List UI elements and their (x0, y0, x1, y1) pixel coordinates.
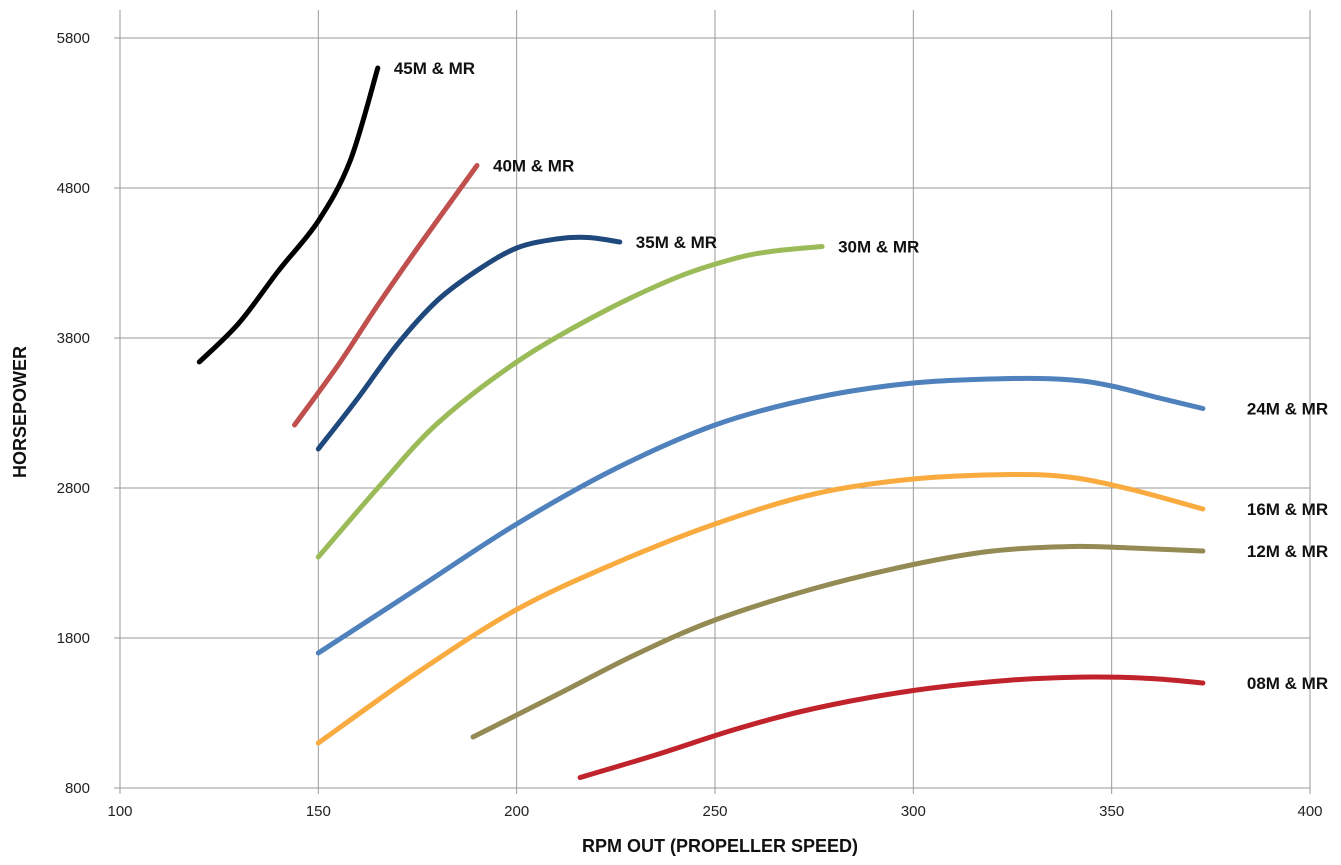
series-line-35m-mr (315, 234, 623, 452)
series-line-24m-mr (315, 375, 1206, 656)
y-tick-label: 5800 (57, 30, 90, 47)
y-tick-label: 2800 (57, 480, 90, 497)
series-lines (196, 65, 1206, 780)
series-label-45m-mr: 45M & MR (394, 59, 475, 78)
series-line-40m-mr (292, 163, 480, 428)
series-line-30m-mr (315, 244, 825, 560)
x-tick-label: 400 (1297, 803, 1322, 820)
x-tick-label: 100 (107, 803, 132, 820)
series-label-12m-mr: 12M & MR (1247, 542, 1328, 561)
series-line-16m-mr (315, 471, 1206, 746)
x-tick-label: 200 (504, 803, 529, 820)
series-label-40m-mr: 40M & MR (493, 157, 574, 176)
series-label-35m-mr: 35M & MR (636, 233, 717, 252)
y-tick-label: 1800 (57, 630, 90, 647)
series-labels: 45M & MR 40M & MR 35M & MR 30M & MR 24M & MR… (394, 59, 1328, 693)
series-label-24m-mr: 24M & MR (1247, 400, 1328, 419)
series-line-12m-mr (470, 543, 1206, 740)
grid (114, 10, 1311, 794)
axes: 100 150 200 250 300 350 400 800 1800 2800 3800 4800… (57, 30, 1323, 820)
x-tick-label: 250 (702, 803, 727, 820)
x-tick-label: 350 (1099, 803, 1124, 820)
series-label-08m-mr: 08M & MR (1247, 674, 1328, 693)
series-line-45m-mr (196, 65, 381, 365)
y-axis-title: HORSEPOWER (10, 346, 30, 478)
y-tick-label: 3800 (57, 330, 90, 347)
x-tick-label: 300 (901, 803, 926, 820)
y-tick-label: 4800 (57, 180, 90, 197)
series-label-30m-mr: 30M & MR (838, 238, 919, 257)
series-line-08m-mr (577, 674, 1206, 780)
x-axis-title: RPM OUT (PROPELLER SPEED) (582, 836, 858, 856)
x-tick-label: 150 (306, 803, 331, 820)
series-label-16m-mr: 16M & MR (1247, 500, 1328, 519)
y-tick-label: 800 (65, 780, 90, 797)
